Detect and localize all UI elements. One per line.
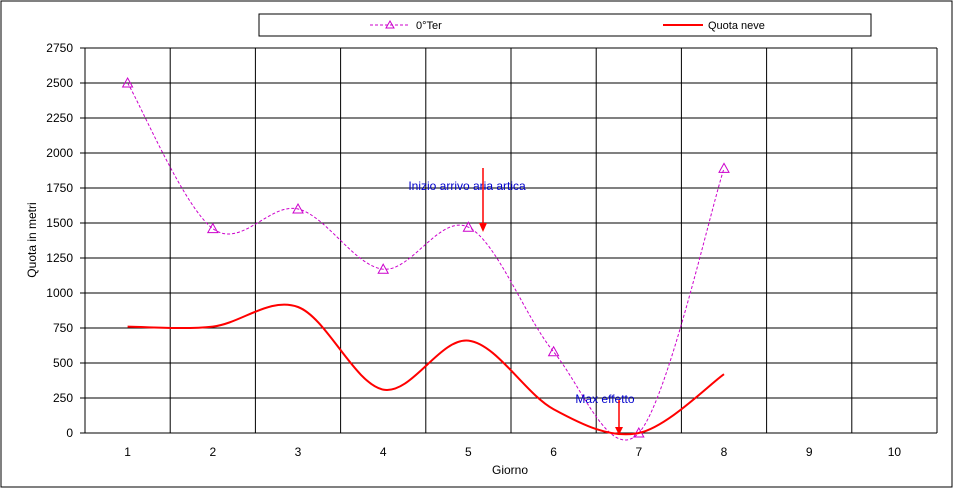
x-axis-title: Giorno: [492, 463, 528, 477]
x-tick-label: 10: [888, 445, 902, 459]
data-point-0-ter: [718, 162, 730, 173]
y-tick-label: 0: [66, 426, 73, 440]
y-tick-label: 1250: [46, 251, 73, 265]
series-line-0-ter: [127, 82, 725, 441]
data-point-0-ter: [462, 221, 475, 232]
y-tick-label: 1000: [46, 286, 73, 300]
y-tick-label: 2250: [46, 111, 73, 125]
legend-label-quota-neve: Quota neve: [708, 20, 765, 32]
series-lines: [121, 76, 730, 441]
x-tick-label: 3: [295, 445, 302, 459]
x-tick-label: 5: [465, 445, 472, 459]
annotation-arrowhead-2: [615, 427, 623, 435]
data-point-0-ter: [377, 263, 390, 274]
data-point-0-ter: [547, 345, 560, 357]
annotation-max-effetto: Max effetto: [575, 392, 634, 406]
y-tick-label: 2000: [46, 146, 73, 160]
legend: 0°Ter Quota neve: [258, 13, 872, 37]
y-tick-label: 500: [53, 356, 73, 370]
y-tick-label: 250: [53, 391, 73, 405]
x-tick-label: 1: [124, 445, 131, 459]
data-point-0-ter: [292, 202, 304, 214]
x-tick-label: 6: [550, 445, 557, 459]
series-line-quota-neve: [127, 303, 725, 436]
y-tick-label: 2500: [46, 76, 73, 90]
y-axis-title: Quota in metri: [25, 202, 39, 277]
x-tick-label: 8: [721, 445, 728, 459]
x-tick-labels: 1 2 3 4 5 6 7 8 9 10: [124, 445, 901, 459]
legend-label-0ter: 0°Ter: [416, 20, 442, 32]
annotation-arrowhead-1: [479, 223, 487, 232]
annotations: Inizio arrivo aria artica Max effetto: [408, 168, 635, 435]
legend-box: [258, 13, 872, 37]
x-tick-label: 7: [635, 445, 642, 459]
y-tick-labels: 0 250 500 750 1000 1250 1500 1750 2000 2250 2500 27…: [46, 41, 85, 440]
y-tick-label: 2750: [46, 41, 73, 55]
x-tick-label: 2: [209, 445, 216, 459]
y-tick-label: 1750: [46, 181, 73, 195]
x-tick-label: 4: [380, 445, 387, 459]
gridlines: [84, 47, 938, 434]
x-tick-label: 9: [806, 445, 813, 459]
annotation-inizio-arrivo: Inizio arrivo aria artica: [408, 179, 526, 193]
data-point-0-ter: [121, 76, 134, 88]
y-tick-label: 750: [53, 321, 73, 335]
data-point-0-ter: [206, 222, 219, 234]
legend-marker-0ter: [385, 19, 395, 29]
y-tick-label: 1500: [46, 216, 73, 230]
